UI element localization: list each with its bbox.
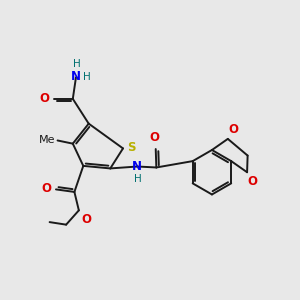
Text: O: O <box>81 213 92 226</box>
Text: H: H <box>83 72 91 82</box>
Text: O: O <box>150 131 160 144</box>
Text: N: N <box>71 70 81 83</box>
Text: H: H <box>73 59 80 69</box>
Text: H: H <box>134 173 142 184</box>
Text: S: S <box>127 141 136 154</box>
Text: Me: Me <box>39 135 56 145</box>
Text: O: O <box>229 123 238 136</box>
Text: O: O <box>248 176 258 188</box>
Text: N: N <box>132 160 142 173</box>
Text: O: O <box>39 92 49 105</box>
Text: O: O <box>41 182 52 195</box>
